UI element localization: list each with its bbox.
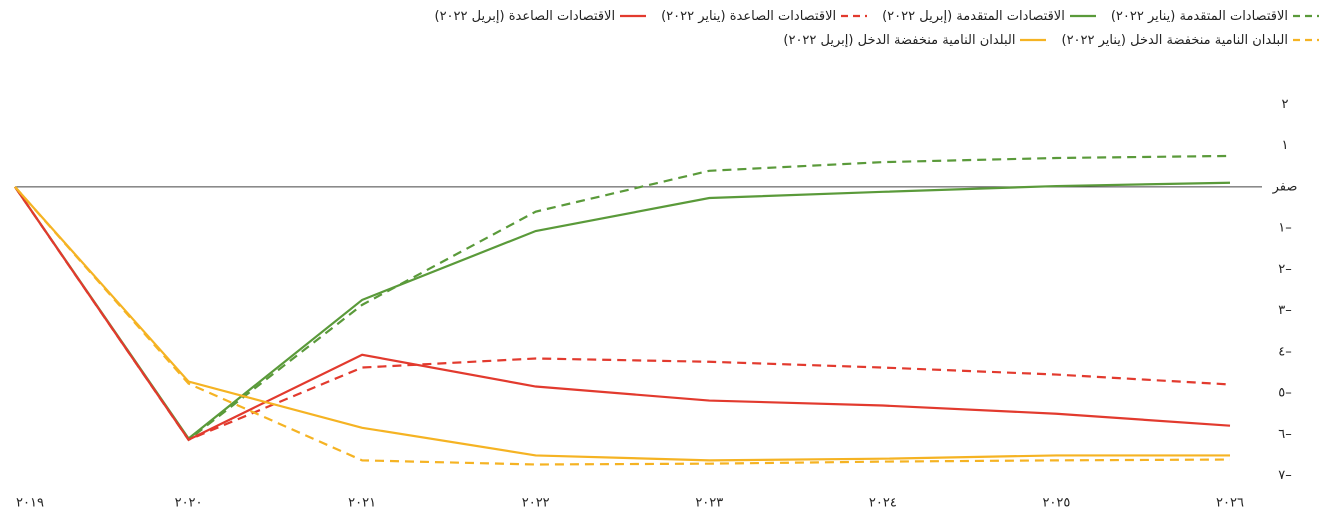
legend-swatch <box>1069 14 1096 18</box>
y-tick-label: ٧– <box>1278 468 1291 483</box>
legend: الاقتصادات المتقدمة (يناير ٢٠٢٢) الاقتصاد… <box>0 4 1320 52</box>
legend-item: الاقتصادات الصاعدة (إبريل ٢٠٢٢) <box>434 9 647 24</box>
legend-swatch <box>620 14 647 18</box>
legend-swatch <box>841 14 868 18</box>
legend-item: البلدان النامية منخفضة الدخل (يناير ٢٠٢٢… <box>1061 33 1320 48</box>
x-tick-label: ٢٠١٩ <box>16 496 44 511</box>
y-tick-label: ١ <box>1282 138 1289 153</box>
x-tick-label: ٢٠٢٠ <box>175 496 203 511</box>
series-line <box>14 154 1231 442</box>
y-tick-label: ١– <box>1278 221 1291 236</box>
series-line <box>14 186 1231 442</box>
x-tick-label: ٢٠٢٢ <box>522 496 550 511</box>
legend-label: الاقتصادات المتقدمة (إبريل ٢٠٢٢) <box>882 8 1065 24</box>
legend-label: الاقتصادات الصاعدة (يناير ٢٠٢٢) <box>661 8 837 24</box>
legend-row: البلدان النامية منخفضة الدخل (يناير ٢٠٢٢… <box>0 28 1320 52</box>
y-tick-label: ٢– <box>1278 262 1291 277</box>
x-tick-label: ٢٠٢٦ <box>1216 496 1244 511</box>
series-line <box>14 186 1231 442</box>
legend-swatch <box>1020 38 1047 42</box>
legend-label: البلدان النامية منخفضة الدخل (يناير ٢٠٢٢… <box>1061 32 1288 48</box>
y-tick-label: ٥– <box>1278 386 1291 401</box>
y-tick-label: ٢ <box>1282 97 1289 112</box>
legend-label: الاقتصادات المتقدمة (يناير ٢٠٢٢) <box>1110 8 1288 24</box>
legend-swatch <box>1293 14 1319 18</box>
series-line <box>14 186 1231 466</box>
x-tick-label: ٢٠٢٣ <box>695 496 723 511</box>
series-line <box>14 186 1230 462</box>
y-tick-label: ٦– <box>1278 427 1291 442</box>
y-tick-label: صفر <box>1272 179 1298 194</box>
legend-label: الاقتصادات الصاعدة (إبريل ٢٠٢٢) <box>434 8 616 24</box>
legend-swatch <box>1293 38 1319 42</box>
legend-item: الاقتصادات المتقدمة (إبريل ٢٠٢٢) <box>882 9 1097 24</box>
x-tick-label: ٢٠٢٥ <box>1042 496 1070 511</box>
legend-item: الاقتصادات الصاعدة (يناير ٢٠٢٢) <box>661 9 868 24</box>
series-line <box>14 181 1231 441</box>
x-tick-label: ٢٠٢١ <box>348 496 376 511</box>
legend-item: البلدان النامية منخفضة الدخل (إبريل ٢٠٢٢… <box>783 33 1047 48</box>
x-tick-label: ٢٠٢٤ <box>869 496 897 511</box>
y-tick-label: ٣– <box>1278 303 1291 318</box>
legend-label: البلدان النامية منخفضة الدخل (إبريل ٢٠٢٢… <box>783 32 1016 48</box>
legend-row: الاقتصادات المتقدمة (يناير ٢٠٢٢) الاقتصاد… <box>0 4 1320 28</box>
legend-item: الاقتصادات المتقدمة (يناير ٢٠٢٢) <box>1111 9 1320 24</box>
y-tick-label: ٤– <box>1278 344 1291 359</box>
